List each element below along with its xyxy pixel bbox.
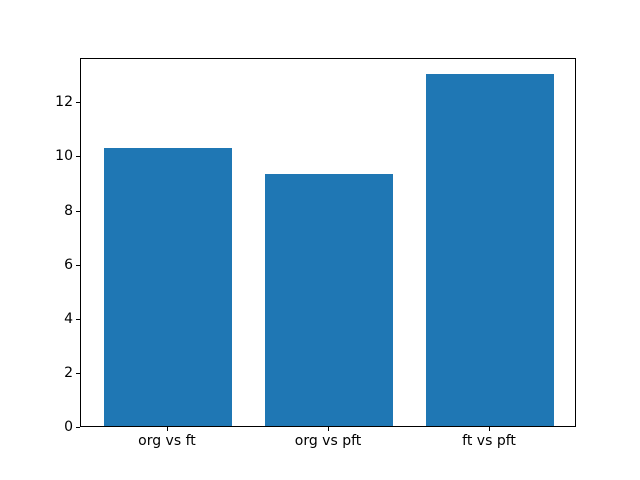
x-tick-label: org vs pft [294,433,362,450]
x-tick-mark [328,427,329,432]
y-tick-mark [76,210,80,212]
y-tick-label: 10 [55,148,73,165]
y-tick-mark [76,427,80,429]
y-tick-mark [76,264,80,266]
y-tick-label: 12 [55,94,73,111]
x-tick-mark [166,427,168,432]
bar-org-vs-pft [264,174,394,427]
y-tick-label: 0 [64,419,73,436]
x-tick-mark [489,427,491,432]
y-tick-label: 2 [64,365,73,382]
x-tick-label: ft vs pft [462,433,516,450]
y-tick-label: 8 [64,202,73,219]
bar-org-vs-ft [103,148,233,427]
x-tick-label: org vs ft [138,433,196,450]
y-tick-mark [76,373,80,375]
plot-area [80,57,576,428]
y-tick-label: 4 [64,310,73,327]
y-tick-mark [76,102,80,104]
y-tick-mark [76,156,80,158]
bar-ft-vs-pft [425,74,555,427]
y-tick-label: 6 [64,256,73,273]
y-tick-mark [76,318,80,320]
